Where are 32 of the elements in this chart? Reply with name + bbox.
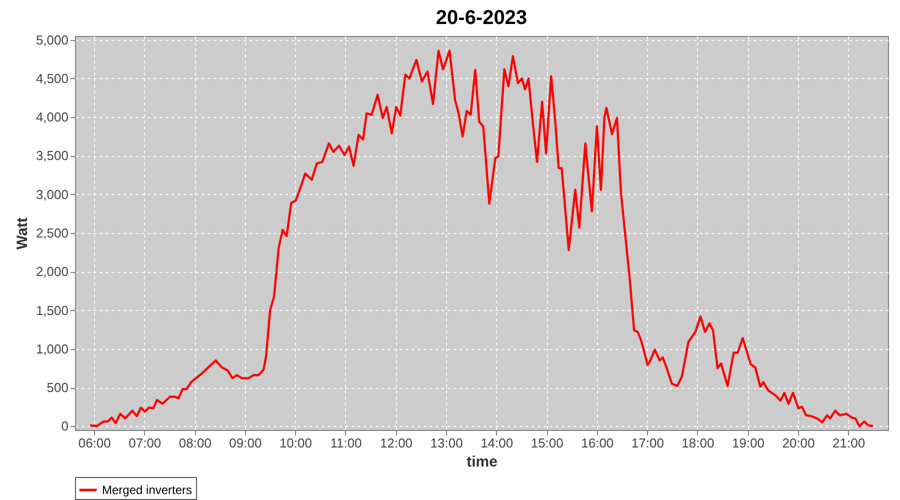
x-tick-label: 12:00	[380, 436, 413, 450]
y-tick-label: 5,000	[36, 32, 68, 48]
y-tick-label: 4,500	[36, 70, 68, 86]
x-tick-label: 14:00	[480, 436, 514, 450]
x-tick-label: 09:00	[229, 436, 262, 450]
y-axis-title: Watt	[14, 218, 31, 250]
x-tick-label: 18:00	[682, 436, 714, 450]
x-axis-title: time	[466, 454, 498, 470]
y-tick-label: 2,000	[36, 264, 68, 280]
y-tick-label: 500	[46, 380, 68, 396]
y-tick-label: 2,500	[36, 226, 68, 240]
y-tick-label: 0	[61, 418, 68, 434]
x-tick-label: 16:00	[581, 436, 614, 450]
y-tick-label: 1,000	[36, 341, 68, 356]
y-tick-label: 3,000	[36, 186, 68, 202]
y-tick-label: 1,500	[36, 302, 68, 318]
x-tick-label: 13:00	[430, 436, 463, 450]
x-tick-label: 08:00	[178, 436, 212, 450]
x-tick-label: 10:00	[279, 436, 312, 450]
y-tick-label: 4,000	[36, 110, 68, 125]
x-tick-label: 06:00	[78, 436, 111, 450]
x-tick-label: 11:00	[330, 436, 362, 450]
chart-title: 20-6-2023	[436, 6, 528, 29]
x-tick-label: 15:00	[530, 436, 564, 450]
line-series	[88, 50, 874, 428]
legend-label: Merged inverters	[102, 483, 192, 497]
x-tick-label: 21:00	[832, 436, 866, 450]
x-tick-label: 07:00	[128, 436, 162, 450]
x-tick-label: 20:00	[782, 436, 815, 450]
y-tick-label: 3,500	[36, 148, 68, 164]
x-tick-label: 17:00	[631, 436, 664, 450]
x-tick-label: 19:00	[732, 436, 764, 450]
